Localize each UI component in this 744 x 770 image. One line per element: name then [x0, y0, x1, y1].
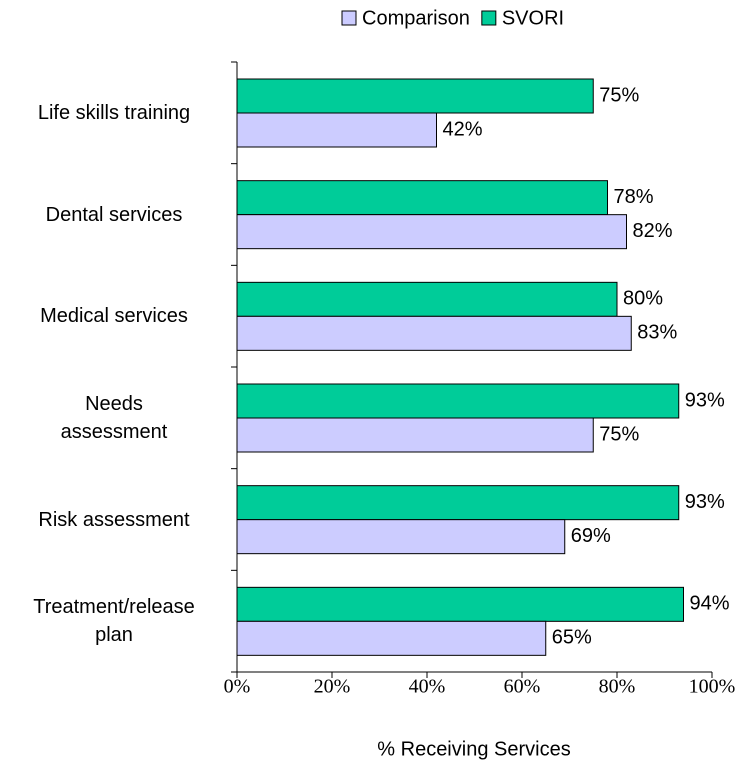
y-tick-label: Medical services	[40, 305, 188, 328]
value-label: 93%	[685, 389, 725, 411]
legend-label: SVORI	[502, 7, 564, 29]
y-tick-label: Treatment/release plan	[33, 596, 195, 647]
legend-swatch	[341, 10, 357, 26]
value-label: 83%	[637, 322, 677, 344]
bar	[236, 180, 608, 216]
value-label: 80%	[623, 288, 663, 310]
x-tick-label: 40%	[409, 676, 446, 698]
bar	[236, 78, 594, 114]
bar	[236, 417, 594, 453]
y-tick-label: Needs assessment	[60, 392, 168, 443]
x-tick-label: 100%	[689, 676, 736, 698]
bar	[236, 620, 547, 656]
value-label: 42%	[443, 118, 483, 140]
y-tick-label: Risk assessment	[38, 508, 190, 531]
value-label: 65%	[552, 627, 592, 649]
bar	[236, 281, 618, 317]
x-tick-label: 60%	[504, 676, 541, 698]
bar	[236, 519, 566, 555]
legend-label: Comparison	[362, 7, 470, 29]
value-label: 78%	[614, 186, 654, 208]
bar	[236, 214, 627, 250]
y-tick-label: Life skills training	[37, 101, 191, 124]
x-tick-label: 0%	[224, 676, 251, 698]
value-label: 69%	[571, 525, 611, 547]
legend-swatch	[481, 10, 497, 26]
y-tick-label: Dental services	[45, 203, 183, 226]
value-label: 93%	[685, 491, 725, 513]
value-label: 94%	[690, 593, 730, 615]
value-label: 82%	[633, 220, 673, 242]
x-tick-label: 20%	[314, 676, 351, 698]
x-axis-title: % Receiving Services	[377, 738, 570, 760]
value-label: 75%	[599, 84, 639, 106]
bar	[236, 485, 680, 521]
bar	[236, 112, 437, 148]
value-label: 75%	[599, 423, 639, 445]
bar	[236, 315, 632, 351]
bar	[236, 383, 680, 419]
x-tick-label: 80%	[599, 676, 636, 698]
bar	[236, 586, 684, 622]
